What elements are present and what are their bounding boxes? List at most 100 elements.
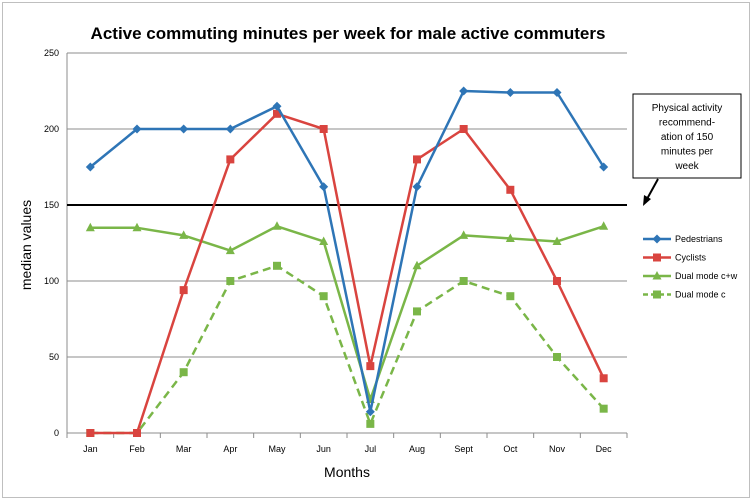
legend-marker [652,271,662,280]
series-line [89,89,605,413]
data-point [412,260,422,270]
data-point [225,245,235,255]
annotation-text: Physical activity recommend-ation of 150 m… [652,103,723,172]
annotation-line: recommend- [659,118,715,129]
data-point [459,86,469,96]
series-line [90,112,605,435]
series-cyclists [86,109,608,437]
y-tick-label: 100 [44,276,59,286]
annotation-line: Physical activity [652,103,723,114]
legend-item: Pedestrians [643,234,723,244]
annotation-line: minutes per [661,147,714,158]
x-tick-label: Jan [83,444,98,454]
data-point [553,277,561,285]
data-point [226,155,235,164]
chart-title: Active commuting minutes per week for ma… [91,24,606,43]
x-tick-label: Oct [503,444,518,454]
legend-marker [653,253,661,262]
x-axis-label: Months [324,464,370,480]
data-point [459,277,468,285]
x-axis-ticks: Jan Feb Mar Apr May Jun Jul Aug Sept Oct Nov Dec [66,433,628,454]
annotation-line: ation of 150 [661,132,714,143]
data-point [179,124,189,134]
data-point [319,182,329,192]
series-group [85,86,609,437]
y-tick-label: 50 [49,352,59,362]
data-point [179,286,188,295]
x-tick-label: Sept [454,444,473,454]
data-point [319,292,328,301]
data-point [272,101,282,111]
x-tick-label: Jun [316,444,331,454]
data-point [85,222,95,232]
legend-label: Dual mode c [675,290,726,300]
y-tick-label: 200 [44,124,59,134]
y-tick-label: 150 [44,200,59,210]
data-point [599,221,609,230]
data-point [599,162,609,172]
data-point [319,236,329,245]
data-point [319,125,328,133]
data-point [179,230,189,239]
data-point [552,88,562,98]
x-tick-label: Feb [129,444,145,454]
data-point [132,222,142,232]
x-tick-label: Jul [365,444,377,454]
data-point [599,404,608,413]
data-point [413,155,421,164]
data-point [86,429,95,437]
series-pedestrians [85,86,609,417]
data-point [505,88,515,98]
x-tick-label: Apr [223,444,237,454]
data-point [599,374,608,383]
data-point [506,292,515,301]
annotation-box [632,93,742,179]
x-tick-label: Nov [549,444,566,454]
legend-item: Cyclists [643,253,706,263]
data-point [133,429,141,437]
data-point [273,109,281,118]
data-point [552,236,562,245]
data-point [272,221,282,230]
x-tick-label: Dec [596,444,613,454]
legend-marker [653,290,661,299]
annotation-line: week [674,161,699,172]
data-point [366,362,375,371]
annotation-arrowhead [643,195,651,206]
y-tick-label: 250 [44,48,59,58]
y-axis-label: median values [18,200,34,290]
legend-label: Cyclists [675,253,706,263]
x-tick-label: May [268,444,286,454]
data-point [132,124,142,134]
data-point [366,419,375,428]
series-line [90,264,605,435]
series-line [90,225,605,401]
data-point [225,124,235,134]
data-point [413,307,421,316]
data-point [506,185,515,194]
data-point [226,277,235,285]
x-tick-label: Mar [176,444,192,454]
legend: Pedestrians Cyclists Dual mode c+w Dual mod… [643,234,738,300]
line-chart: Active commuting minutes per week for ma… [18,24,742,480]
annotation-arrow [646,178,659,200]
y-axis-ticks: 0 50 100 150 200 250 [44,48,59,438]
y-tick-label: 0 [54,428,59,438]
x-tick-label: Aug [409,444,425,454]
data-point [85,162,95,172]
data-point [459,230,469,239]
data-point [459,125,468,133]
legend-label: Pedestrians [675,234,723,244]
data-point [365,407,375,417]
legend-item: Dual mode c+w [643,271,738,281]
annotation: Physical activity recommend-ation of 150 m… [632,93,742,206]
legend-marker [652,234,662,244]
data-point [553,353,561,361]
legend-item: Dual mode c [643,290,726,300]
data-point [412,182,422,192]
legend-label: Dual mode c+w [675,271,738,281]
data-point [505,233,515,242]
data-point [179,368,188,377]
data-point [273,261,281,270]
